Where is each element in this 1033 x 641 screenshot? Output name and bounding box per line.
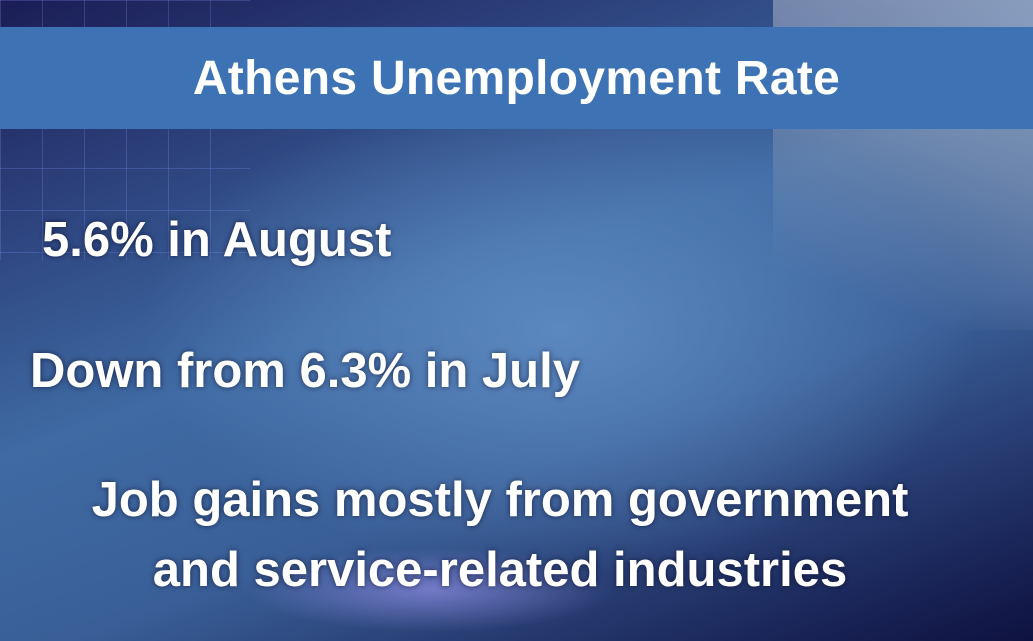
title-bar: Athens Unemployment Rate — [0, 27, 1033, 129]
bullet-text: and service-related industries — [152, 543, 848, 597]
bullet-text: Down from 6.3% in July — [30, 344, 580, 398]
title: Athens Unemployment Rate — [192, 51, 841, 105]
bullet-text: Job gains mostly from government — [91, 473, 909, 527]
bullet-text: 5.6% in August — [42, 213, 392, 267]
